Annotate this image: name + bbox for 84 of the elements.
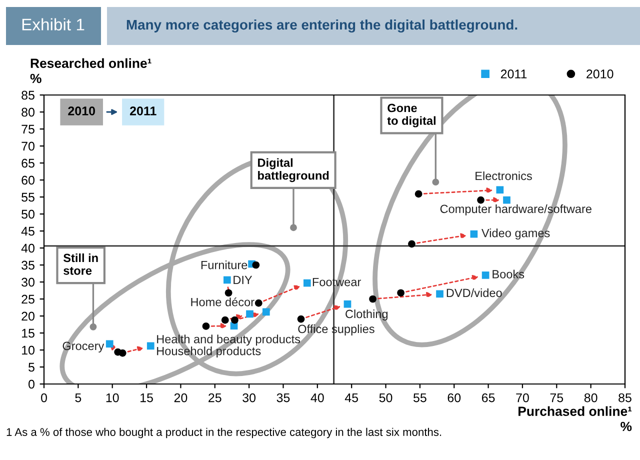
point [246, 310, 254, 318]
y-tick-label: 80 [22, 108, 34, 117]
x-tick-label: 85 [618, 393, 632, 402]
annotation: Video games [482, 228, 550, 240]
annotation: Furniture [201, 260, 248, 270]
x-tick-label: 45 [344, 393, 358, 402]
point [106, 340, 114, 348]
point [344, 300, 352, 308]
annotation: Health and beauty products [157, 334, 300, 346]
text: 1 As a % of those who bought a product in the respective category in the last six months. [6, 428, 442, 438]
x-tick-label: 70 [516, 393, 529, 402]
annotation: Gone to digital [387, 104, 436, 128]
point [503, 196, 510, 204]
x-tick-label: 80 [584, 393, 598, 402]
y-tick-label: 0 [28, 380, 34, 389]
chart-subtitle: Many more categories are entering the digital battleground. [126, 19, 518, 33]
annotation: DVD/video [446, 288, 502, 298]
x-tick-label: 20 [174, 393, 188, 402]
y-tick-label: 25 [22, 294, 34, 304]
point [231, 316, 238, 324]
x-axis-title: Purchased online¹ % [518, 406, 632, 432]
y-tick-label: 35 [22, 260, 34, 270]
y-tick-label: 45 [21, 226, 34, 236]
point [369, 295, 376, 303]
annotation: Computer hardware/software [440, 204, 592, 216]
y-tick-label: 85 [22, 90, 34, 100]
annotation: DIY [234, 276, 252, 284]
x-tick-label: 25 [208, 393, 222, 402]
annotation: Clothing [346, 309, 388, 320]
y-tick-label: 40 [21, 244, 34, 253]
point [496, 186, 504, 194]
point [221, 316, 229, 324]
legend-label: 2010 [586, 70, 614, 78]
point [254, 299, 262, 307]
annotation: 2011 [130, 106, 156, 116]
x-tick-label: 0 [41, 393, 47, 402]
point [262, 308, 270, 316]
y-axis-title: Researched online¹ % [30, 58, 152, 84]
point [224, 289, 232, 297]
point [297, 315, 305, 323]
y-tick-label: 65 [22, 158, 34, 168]
x-tick-label: 50 [379, 393, 392, 402]
y-tick-label: 75 [22, 124, 34, 134]
x-tick-label: 55 [413, 393, 426, 402]
x-tick-label: 10 [106, 393, 119, 402]
annotation: Grocery [62, 342, 104, 352]
annotation: Household products [157, 346, 261, 358]
y-tick-label: 20 [22, 312, 34, 321]
y-tick-label: 50 [22, 210, 34, 219]
x-tick-label: 60 [448, 393, 461, 402]
point [408, 240, 416, 248]
y-tick-label: 5 [28, 362, 34, 372]
point [482, 272, 490, 279]
x-tick-label: 65 [482, 393, 495, 402]
point [202, 322, 210, 330]
x-tick-label: 30 [242, 393, 256, 402]
point [303, 279, 311, 287]
x-tick-label: 35 [276, 393, 290, 402]
annotation: Still in store [63, 253, 98, 275]
point [414, 190, 422, 198]
point [146, 342, 154, 350]
legend-label: 2011 [500, 70, 527, 78]
point [470, 230, 478, 238]
y-tick-label: 55 [22, 192, 34, 202]
y-tick-label: 30 [22, 278, 34, 287]
point [436, 290, 444, 298]
x-tick-label: 40 [310, 393, 324, 402]
point [397, 289, 404, 297]
point [477, 196, 484, 204]
y-tick-label: 15 [22, 328, 34, 338]
annotation: Electronics [476, 171, 532, 180]
point [224, 276, 231, 284]
annotation: Digital battleground [258, 158, 329, 182]
y-tick-label: 60 [22, 176, 34, 185]
x-tick-label: 15 [140, 393, 153, 402]
chart-title: Exhibit 1 [22, 18, 84, 30]
annotation: Home décor [191, 297, 254, 306]
x-tick-label: 75 [550, 393, 564, 402]
annotation: Books [492, 270, 524, 278]
y-tick-label: 10 [22, 346, 34, 355]
point [118, 349, 126, 357]
annotation: 2010 [68, 106, 95, 116]
x-tick-label: 5 [75, 393, 82, 402]
y-tick-label: 70 [22, 142, 34, 151]
